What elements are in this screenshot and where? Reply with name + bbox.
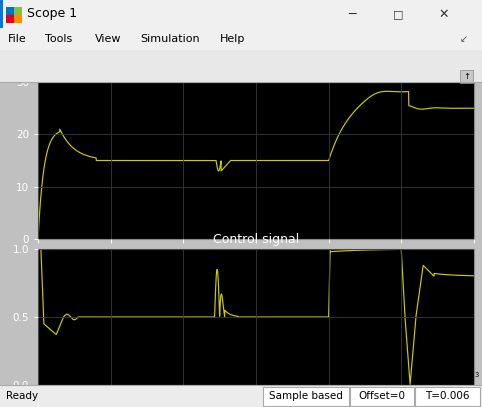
Text: $\times10^{-3}$: $\times10^{-3}$ (448, 370, 480, 384)
Title: Output voltage: Output voltage (209, 66, 303, 79)
Text: Sample based: Sample based (269, 391, 343, 401)
Title: Control signal: Control signal (213, 234, 299, 247)
Text: File: File (8, 34, 27, 44)
Text: ✕: ✕ (439, 7, 449, 20)
Text: Simulation: Simulation (140, 34, 200, 44)
Text: Scope 1: Scope 1 (27, 7, 77, 20)
Text: ↑: ↑ (464, 72, 470, 81)
Text: View: View (95, 34, 121, 44)
Text: Tools: Tools (45, 34, 72, 44)
Text: □: □ (393, 9, 403, 19)
Text: Ready: Ready (6, 391, 38, 401)
Text: ↙: ↙ (459, 34, 468, 44)
Text: T=0.006: T=0.006 (425, 391, 469, 401)
Text: Offset=0: Offset=0 (359, 391, 405, 401)
Text: ─: ─ (348, 7, 356, 20)
Text: Help: Help (220, 34, 245, 44)
